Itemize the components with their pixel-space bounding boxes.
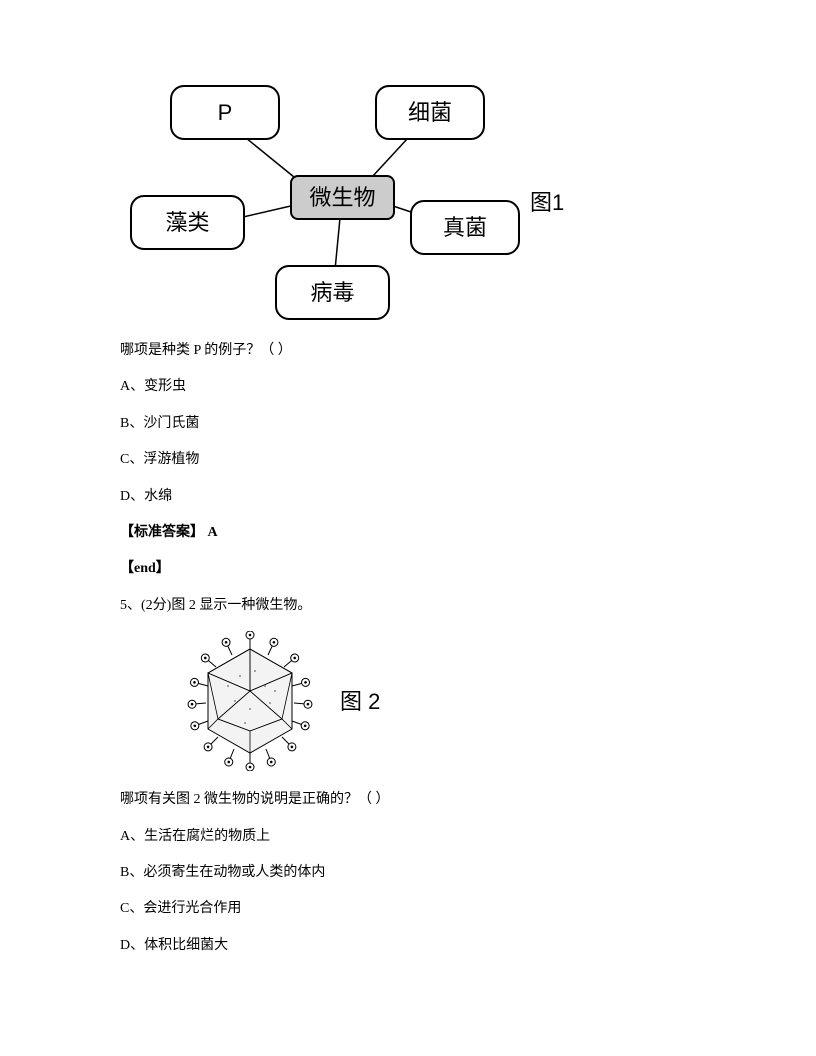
virus-icon	[180, 631, 320, 771]
q5-option-c: C、会进行光合作用	[120, 898, 696, 920]
node-bacteria-label: 细菌	[408, 95, 452, 130]
node-p-label: P	[218, 95, 233, 130]
node-center-label: 微生物	[309, 180, 375, 215]
q4-option-b: B、沙门氏菌	[120, 413, 696, 435]
q5-option-d: D、体积比细菌大	[120, 935, 696, 957]
figure-2-wrap: 图 2	[180, 631, 696, 771]
diagram-1-label: 图1	[530, 185, 564, 220]
node-virus: 病毒	[275, 265, 390, 320]
node-algae-label: 藻类	[165, 205, 209, 240]
node-bacteria: 细菌	[375, 85, 485, 140]
q4-option-c: C、浮游植物	[120, 449, 696, 471]
q4-option-d: D、水绵	[120, 486, 696, 508]
q4-end: 【end】	[120, 558, 696, 580]
node-fungus-label: 真菌	[443, 210, 487, 245]
node-virus-label: 病毒	[310, 275, 354, 310]
q5-option-a: A、生活在腐烂的物质上	[120, 826, 696, 848]
figure-2-label: 图 2	[340, 684, 380, 719]
node-fungus: 真菌	[410, 200, 520, 255]
q4-option-a: A、变形虫	[120, 376, 696, 398]
q5-stem: 5、(2分)图 2 显示一种微生物。	[120, 595, 696, 617]
node-p: P	[170, 85, 280, 140]
node-center: 微生物	[290, 175, 395, 220]
q5-option-b: B、必须寄生在动物或人类的体内	[120, 862, 696, 884]
q5-question: 哪项有关图 2 微生物的说明是正确的？（ ）	[120, 789, 696, 811]
node-algae: 藻类	[130, 195, 245, 250]
q4-answer: 【标准答案】 A	[120, 522, 696, 544]
q4-question: 哪项是种类 P 的例子？（ ）	[120, 340, 696, 362]
diagram-1: P 细菌 微生物 藻类 真菌 病毒 图1	[130, 70, 570, 320]
